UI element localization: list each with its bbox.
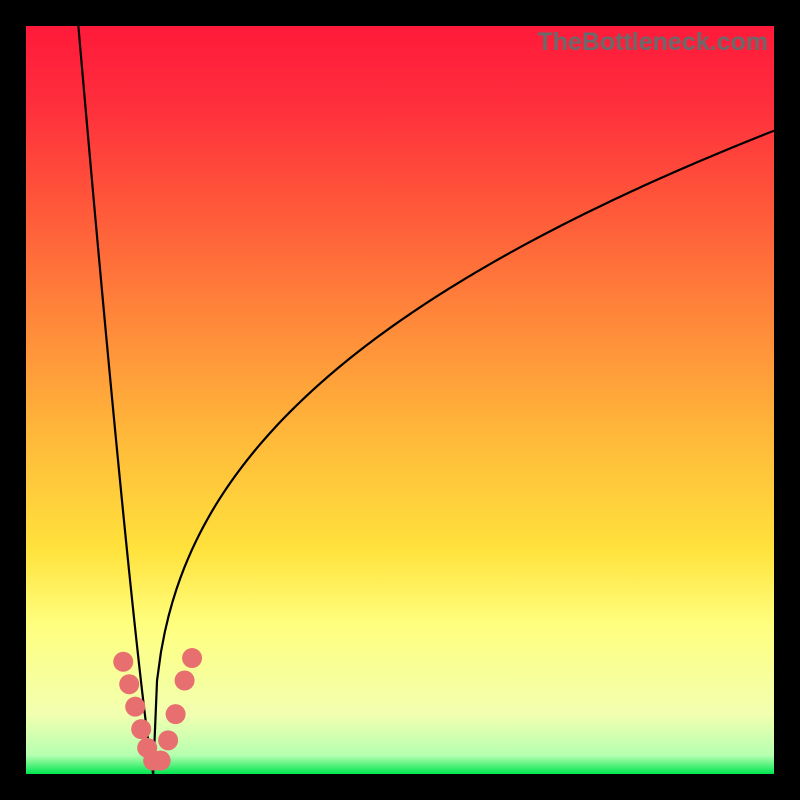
data-point	[175, 671, 195, 691]
data-point	[113, 652, 133, 672]
data-point	[182, 648, 202, 668]
border-top	[0, 0, 800, 26]
data-point	[151, 751, 171, 771]
border-bottom	[0, 774, 800, 800]
data-point	[166, 704, 186, 724]
plot-area: TheBottleneck.com	[26, 26, 774, 774]
chart-svg	[26, 26, 774, 774]
border-left	[0, 0, 26, 800]
data-point	[119, 674, 139, 694]
chart-canvas: TheBottleneck.com	[0, 0, 800, 800]
curve-right-branch	[153, 131, 774, 774]
data-point	[158, 730, 178, 750]
data-point	[125, 697, 145, 717]
border-right	[774, 0, 800, 800]
watermark-text: TheBottleneck.com	[537, 28, 768, 57]
data-point	[131, 719, 151, 739]
